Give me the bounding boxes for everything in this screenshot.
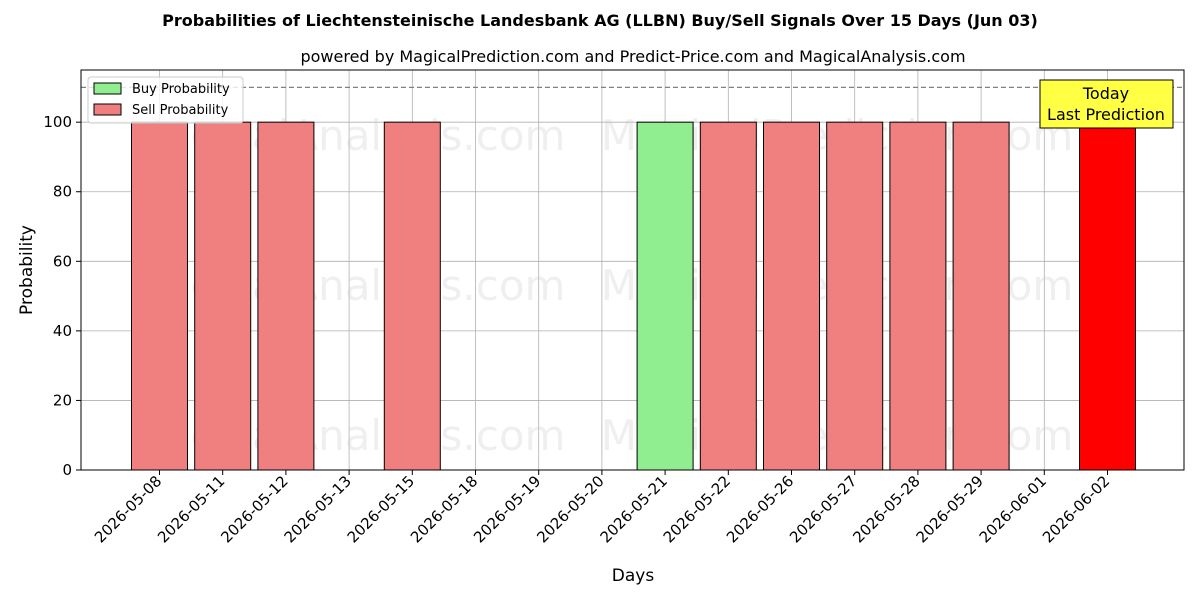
buy-bar-2026-05-21 xyxy=(636,121,694,471)
legend-box xyxy=(87,76,244,124)
chart-subtitle: powered by MagicalPrediction.com and Pre… xyxy=(300,47,965,66)
x-tick-label-13: 2026-05-29 xyxy=(913,472,987,546)
legend-swatch-buy xyxy=(93,82,122,95)
x-tick-label-10: 2026-05-26 xyxy=(723,472,797,546)
sell-bar-2026-05-26 xyxy=(763,121,820,471)
x-tick-label-9: 2026-05-22 xyxy=(660,472,734,546)
sell-bar-2026-05-15 xyxy=(383,121,441,471)
y-axis-label: Probability xyxy=(17,225,37,315)
x-tick-label-8: 2026-05-21 xyxy=(597,472,671,546)
y-axis-ticks: 0 20 40 60 80 100 xyxy=(43,113,81,479)
x-tick-label-15: 2026-06-02 xyxy=(1039,472,1113,546)
sell-bar-2026-05-22 xyxy=(699,121,757,471)
y-tick-label-4: 80 xyxy=(53,183,72,201)
x-tick-label-2: 2026-05-12 xyxy=(217,472,291,546)
annotation-line-1: Today xyxy=(1082,84,1129,103)
x-tick-label-5: 2026-05-18 xyxy=(407,472,481,546)
y-tick-label-1: 20 xyxy=(53,391,72,409)
legend-label-sell: Sell Probability xyxy=(132,103,229,118)
today-annotation: Today Last Prediction xyxy=(1039,79,1174,129)
sell-bar-2026-05-29 xyxy=(952,121,1010,471)
watermark-left-1: MagicalAnalysis.com xyxy=(129,261,566,310)
sell-bar-2026-05-11 xyxy=(194,121,252,471)
sell-bar-2026-06-02 xyxy=(1079,121,1136,471)
sell-bar-2026-05-27 xyxy=(826,121,884,471)
x-tick-label-6: 2026-05-19 xyxy=(470,472,544,546)
legend-swatch-sell xyxy=(93,103,122,116)
sell-bar-2026-05-08 xyxy=(131,121,188,471)
x-tick-label-11: 2026-05-27 xyxy=(786,472,860,546)
y-tick-label-5: 100 xyxy=(43,113,72,131)
x-axis-label: Days xyxy=(612,566,655,586)
plot-frame xyxy=(80,69,1185,471)
bars xyxy=(131,121,1136,471)
legend-label-buy: Buy Probability xyxy=(132,82,230,97)
y-tick-label-3: 60 xyxy=(53,252,72,270)
y-tick-label-2: 40 xyxy=(53,322,72,340)
x-tick-label-12: 2026-05-28 xyxy=(849,472,923,546)
x-tick-label-0: 2026-05-08 xyxy=(91,472,165,546)
x-tick-label-4: 2026-05-15 xyxy=(344,472,418,546)
x-axis-ticks: 2026-05-082026-05-112026-05-122026-05-13… xyxy=(91,470,1113,546)
chart-title: Probabilities of Liechtensteinische Land… xyxy=(162,11,1038,30)
x-tick-label-3: 2026-05-13 xyxy=(281,472,355,546)
watermark-left-2: MagicalAnalysis.com xyxy=(129,411,566,460)
y-tick-label-0: 0 xyxy=(62,461,72,479)
legend: Buy Probability Sell Probability xyxy=(87,76,244,124)
x-tick-label-7: 2026-05-20 xyxy=(533,472,607,546)
annotation-box xyxy=(1039,79,1174,129)
sell-bar-2026-05-12 xyxy=(257,121,315,471)
x-tick-label-1: 2026-05-11 xyxy=(154,472,228,546)
x-tick-label-14: 2026-06-01 xyxy=(976,472,1050,546)
annotation-line-2: Last Prediction xyxy=(1047,105,1165,124)
sell-bar-2026-05-28 xyxy=(889,121,947,471)
